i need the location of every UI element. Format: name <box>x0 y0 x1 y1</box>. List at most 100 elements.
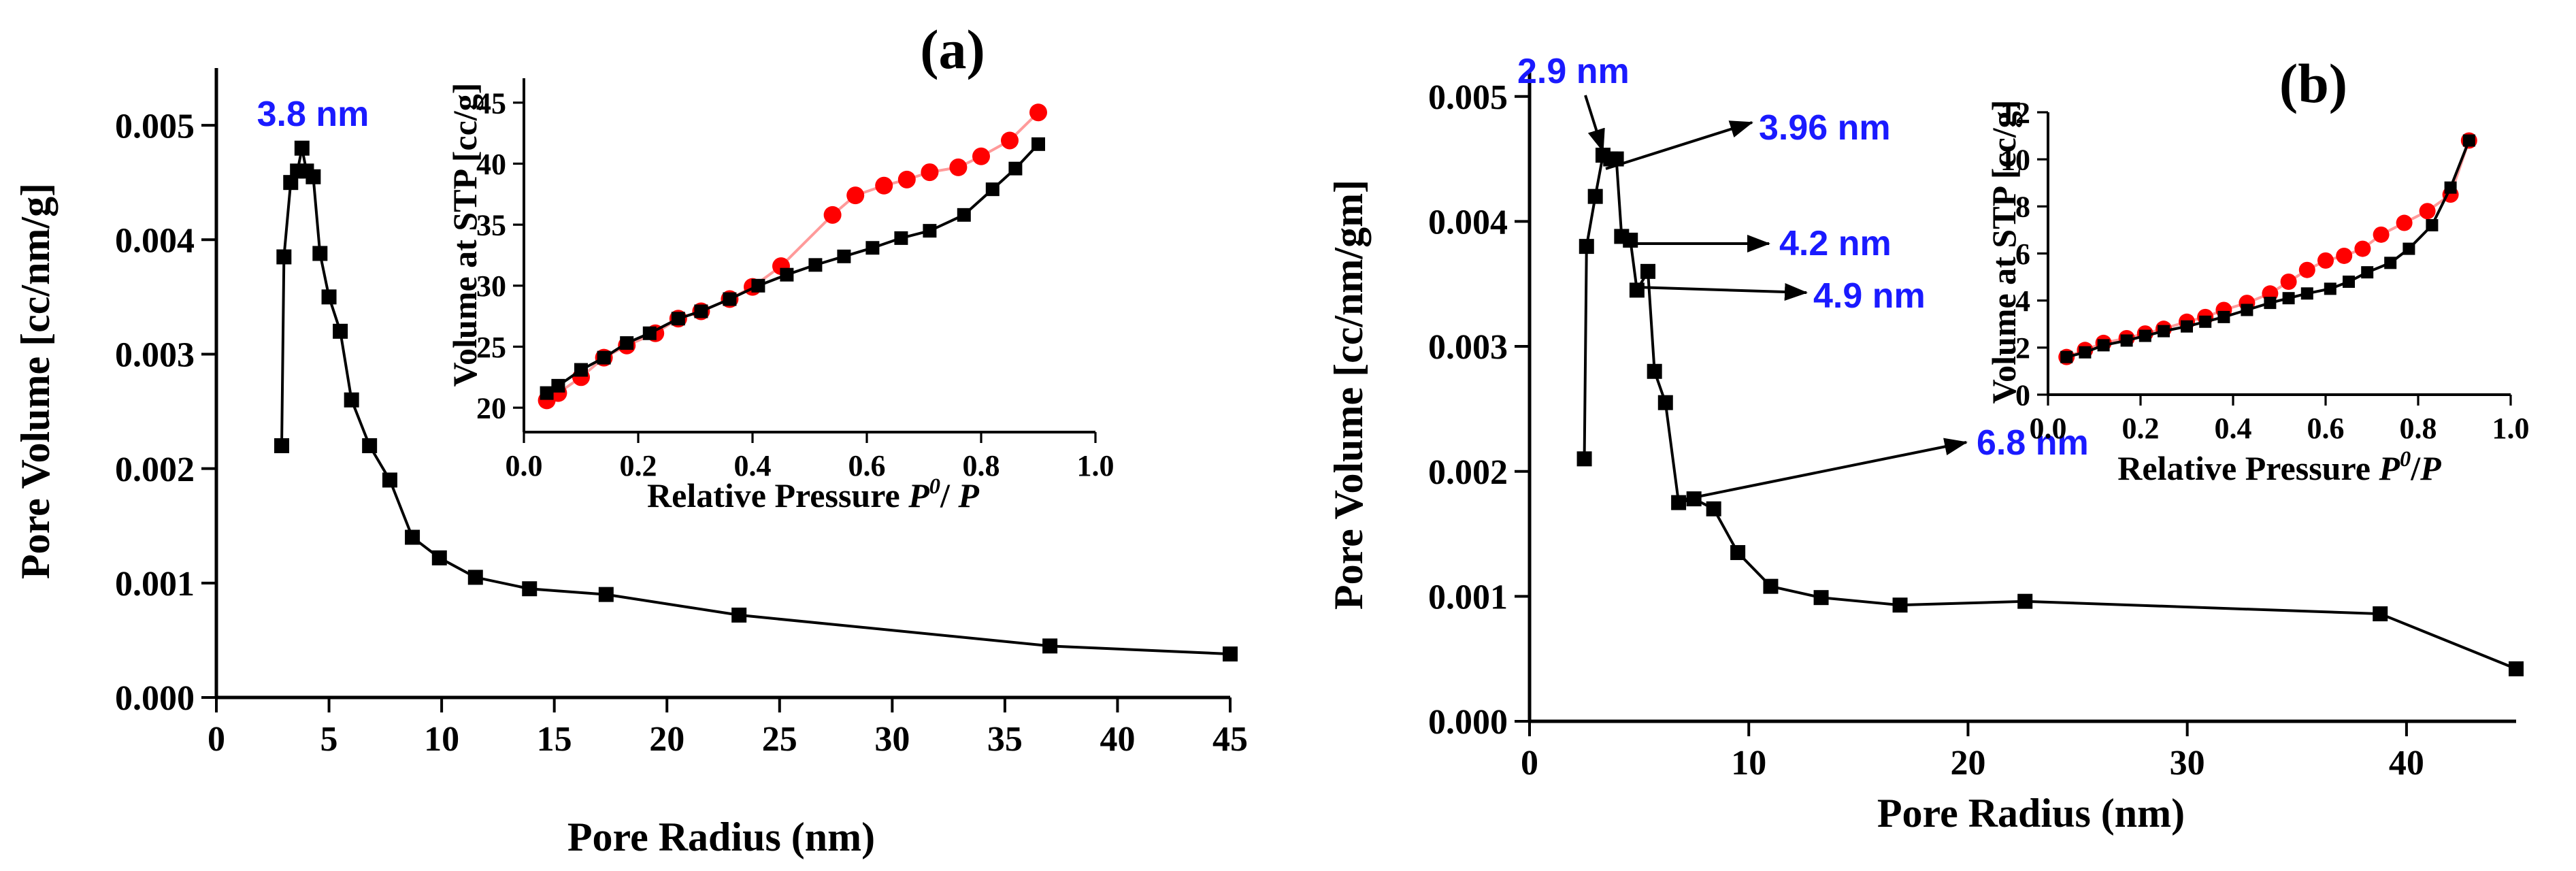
a-inset-adsorption-point <box>723 292 737 306</box>
a-main-y-tick-label: 0.001 <box>115 565 195 604</box>
a-main-x-tick-label: 45 <box>1212 720 1248 759</box>
a-main-x-tick-label: 35 <box>987 720 1023 759</box>
b-panel-label: (b) <box>2279 52 2347 114</box>
a-inset-desorption-point <box>921 163 939 182</box>
b-inset-adsorption-point <box>2060 350 2073 363</box>
b-annotation-label: 4.9 nm <box>1813 276 1926 316</box>
b-annotation-label: 4.2 nm <box>1779 224 1892 263</box>
b-main-pore-volume-point <box>1608 151 1624 167</box>
a-inset-x-tick-label: 0.0 <box>506 449 543 482</box>
a-inset-desorption-series <box>538 103 1047 410</box>
a-inset-adsorption-point <box>1008 161 1023 176</box>
a-inset-adsorption-point <box>780 267 794 282</box>
b-main-pore-volume-point <box>1706 501 1721 516</box>
a-main-y-tick-label: 0.005 <box>115 107 195 146</box>
a-inset-desorption-line <box>546 111 1040 402</box>
a-inset-desorption-point <box>875 176 893 195</box>
b-inset-x-tick-label: 1.0 <box>2492 412 2530 445</box>
b-inset-adsorption-point <box>2079 346 2092 359</box>
a-inset-adsorption-point <box>540 386 554 400</box>
b-main-pore-volume-point <box>1640 263 1655 279</box>
b-main-pore-volume-point <box>2509 661 2524 676</box>
a-main-pore-volume-point <box>467 570 483 585</box>
b-main-y-tick-label: 0.003 <box>1428 328 1508 367</box>
b-inset-adsorption-point <box>2444 181 2457 194</box>
a-main-pore-volume-point <box>731 607 747 623</box>
a-main-pore-volume-series <box>274 140 1238 662</box>
b-main-pore-volume-point <box>2017 593 2033 609</box>
a-main-pore-volume-point <box>283 175 299 191</box>
b-main-pore-volume-series <box>1576 148 2524 676</box>
b-inset-adsorption-point <box>2282 292 2295 305</box>
a-inset-adsorption-point <box>985 182 1000 197</box>
b-main-pore-volume-point <box>1576 451 1592 467</box>
a-main-pore-volume-point <box>431 550 447 565</box>
b-main-y-tick-label: 0.001 <box>1428 578 1508 617</box>
a-main-pore-volume-point <box>276 249 292 265</box>
b-inset-x-axis-label: Relative Pressure P0/P <box>2117 447 2441 487</box>
a-main-pore-volume-point <box>312 246 328 261</box>
b-main-pore-volume-point <box>1730 545 1746 561</box>
b-inset-desorption-point <box>2317 252 2334 269</box>
a-main-pore-volume-point <box>321 289 337 305</box>
a-inset-adsorption-series <box>540 137 1045 400</box>
b-inset-desorption-point <box>2298 261 2315 278</box>
a-main-x-tick-label: 30 <box>874 720 910 759</box>
a-main-axes: 0 5 10 15 20 25 30 35 40 45 0.000 0.001 0.002 0.003 0.… <box>115 68 1248 759</box>
a-inset-adsorption-point <box>642 326 657 340</box>
b-main-y-tick-label: 0.002 <box>1428 453 1508 492</box>
a-main-pore-volume-point <box>362 438 378 453</box>
b-main-pore-volume-point <box>2373 606 2388 622</box>
a-inset-adsorption-point <box>808 258 823 272</box>
a-inset-y-tick-label: 35 <box>476 209 506 242</box>
b-main-pore-volume-point <box>1763 578 1779 594</box>
a-inset-desorption-point <box>972 147 990 165</box>
b-inset-adsorption-point <box>2324 282 2336 295</box>
a-inset-desorption-point <box>1001 131 1019 150</box>
a-inset-y-tick-label: 25 <box>476 331 506 364</box>
a-inset-adsorption-point <box>865 241 880 255</box>
b-main-y-tick-label: 0.004 <box>1428 203 1508 242</box>
a-main-pore-volume-point <box>1042 638 1058 654</box>
a-inset-adsorption-point <box>597 350 611 365</box>
a-inset-desorption-point <box>823 206 842 224</box>
b-inset-y-tick-label: 12 <box>2000 96 2030 129</box>
b-inset-adsorption-point <box>2158 325 2170 338</box>
a-inset-y-axis-label: Volume at STP [cc/g] <box>446 83 484 387</box>
b-inset-x-tick-label: 0.4 <box>2215 412 2252 445</box>
b-main-y-axis-label: Pore Volume [cc/nm/gm] <box>1326 180 1371 610</box>
b-inset-adsorption-point <box>2264 297 2277 310</box>
b-inset-y-tick-label: 10 <box>2000 144 2030 177</box>
b-main-x-tick-label: 10 <box>1731 744 1766 783</box>
a-inset-y-tick-label: 20 <box>476 392 506 425</box>
b-main-pore-volume-point <box>1629 282 1645 298</box>
a-main-x-tick-label: 15 <box>537 720 572 759</box>
a-peak-annotation: 3.8 nm <box>257 95 369 134</box>
a-main-pore-volume-point <box>274 438 290 453</box>
b-inset-adsorption-point <box>2384 257 2397 269</box>
a-inset-adsorption-point <box>923 224 937 238</box>
b-annotation-label: 6.8 nm <box>1977 423 2089 463</box>
b-inset-x-tick-label: 0.8 <box>2400 412 2437 445</box>
b-main-pore-volume-point <box>1892 597 1908 613</box>
a-inset-desorption-point <box>949 158 968 176</box>
b-inset-y-axis-label: Volume at STP [cc/g] <box>1985 100 2023 404</box>
a-main-y-axis-label: Pore Volume [cc/nm/g] <box>13 183 58 579</box>
a-main-pore-volume-point <box>405 529 420 545</box>
b-annotation-label: 2.9 nm <box>1517 52 1630 91</box>
a-main-pore-volume-point <box>294 140 310 156</box>
b-inset-desorption-point <box>2280 274 2297 290</box>
b-inset-adsorption-point <box>2426 219 2439 231</box>
a-inset-adsorption-point <box>751 278 765 293</box>
b-inset-adsorption-point <box>2120 334 2133 347</box>
b-arrow-6-8nm <box>1680 438 1968 502</box>
a-main-x-tick-label: 0 <box>208 720 225 759</box>
b-inset-desorption-point <box>2419 203 2436 220</box>
a-inset-x-tick-label: 0.4 <box>734 449 772 482</box>
b-main-pore-volume-point <box>1647 363 1662 379</box>
b-inset-x-tick-label: 0.2 <box>2122 412 2160 445</box>
a-inset-adsorption-point <box>957 208 971 222</box>
b-inset-y-tick-label: 0 <box>2015 378 2030 412</box>
